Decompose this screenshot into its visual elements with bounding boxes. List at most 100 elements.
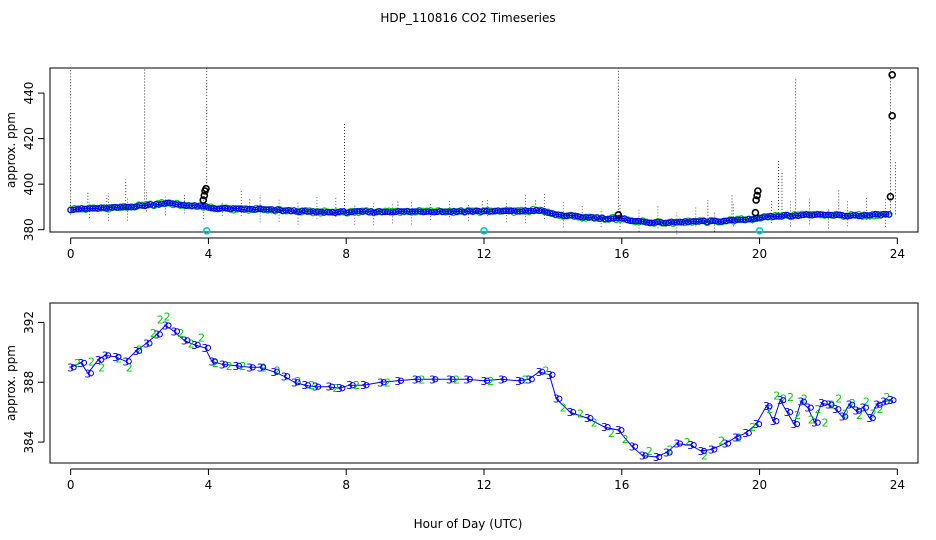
bottom-blue-point (397, 377, 404, 384)
bottom-blue-point (604, 424, 611, 431)
bottom-x-tick-label: 8 (342, 478, 350, 492)
bottom-blue-point (539, 368, 546, 375)
top-blue-point (571, 212, 579, 219)
top-blue-point (885, 211, 893, 218)
top-y-tick-label: 380 (22, 218, 36, 241)
bottom-blue-point (745, 429, 752, 437)
bottom-blue-point (222, 361, 229, 368)
top-black-outlier (754, 187, 762, 195)
bottom-blue-point (570, 409, 577, 416)
bottom-x-tick-label: 24 (890, 478, 905, 492)
bottom-blue-point (315, 383, 322, 390)
bottom-blue-point (80, 359, 88, 366)
bottom-green-point-label: 2 (453, 373, 460, 386)
bottom-blue-point (642, 452, 649, 459)
bottom-blue-point (518, 377, 525, 384)
chart-title: HDP_110816 CO2 Timeseries (380, 11, 555, 25)
bottom-green-point-label: 2 (701, 450, 708, 463)
top-y-axis-label: approx. ppm (4, 112, 18, 188)
bottom-green-point-label: 2 (684, 436, 691, 449)
top-x-tick-label: 20 (752, 247, 767, 261)
bottom-green-point-label: 2 (157, 313, 164, 326)
bottom-green-point-label: 2 (835, 393, 842, 406)
bottom-blue-point (807, 404, 814, 411)
top-blue-point (855, 212, 862, 220)
bottom-green-point-label: 2 (766, 403, 773, 416)
top-blue-point (883, 210, 890, 218)
bottom-blue-point (194, 341, 201, 348)
top-blue-point (274, 206, 281, 213)
top-blue-point (555, 211, 562, 218)
bottom-x-tick-label: 12 (476, 478, 491, 492)
bottom-green-point-label: 2 (419, 373, 426, 386)
bottom-blue-point (304, 382, 311, 389)
bottom-green-point-label: 2 (487, 375, 494, 388)
bottom-green-point-label: 2 (177, 327, 184, 340)
top-blue-point (546, 210, 554, 217)
bottom-green-point-label: 2 (88, 355, 95, 368)
top-x-tick-label: 0 (67, 247, 75, 261)
top-black-outlier (614, 211, 623, 219)
bottom-blue-point (432, 376, 439, 383)
bottom-blue-point (349, 382, 356, 389)
bottom-green-point-label: 2 (384, 376, 391, 389)
top-panel: approx. ppm 0 4 8 12 16 20 24 380 400 420 440 (4, 67, 919, 261)
top-y-tick-label: 420 (22, 127, 36, 150)
bottom-x-tick-label: 16 (614, 478, 629, 492)
top-y-tick-label: 400 (22, 173, 36, 196)
top-blue-point (130, 203, 138, 211)
top-black-outlier (752, 196, 760, 204)
bottom-blue-point (587, 415, 594, 422)
bottom-blue-point (821, 400, 828, 407)
bottom-blue-point (483, 377, 491, 384)
top-black-outlier (886, 192, 895, 201)
bottom-green-point-label: 2 (353, 379, 360, 392)
bottom-green-point-label: 2 (74, 357, 81, 370)
bottom-blue-point (87, 370, 94, 377)
top-blue-point (872, 210, 879, 218)
top-x-tick-label: 12 (476, 247, 491, 261)
bottom-blue-point (618, 427, 625, 434)
bottom-blue-point (211, 358, 218, 365)
top-black-outlier (888, 71, 896, 79)
bottom-green-point-label: 2 (295, 375, 302, 388)
bottom-blue-point (146, 340, 153, 347)
bottom-blue-point (204, 344, 212, 351)
bottom-green-point-label: 2 (773, 390, 780, 403)
bottom-x-tick-label: 0 (67, 478, 75, 492)
bottom-green-point-label: 2 (543, 364, 550, 377)
x-axis-label: Hour of Day (UTC) (414, 517, 523, 531)
bottom-green-point-label: 2 (239, 360, 246, 373)
bottom-y-tick-label: 388 (22, 371, 36, 394)
bottom-blue-point (501, 376, 508, 383)
top-cyan-outlier (755, 227, 764, 235)
bottom-green-point-label: 2 (849, 397, 856, 410)
bottom-green-point-label: 2 (308, 379, 315, 392)
top-blue-point (704, 218, 711, 226)
bottom-blue-point (380, 379, 387, 386)
bottom-blue-point (284, 373, 291, 380)
bottom-green-point-label: 2 (274, 364, 281, 377)
bottom-green-point-label: 2 (794, 409, 801, 422)
top-blue-point (370, 209, 377, 216)
bottom-blue-point (70, 364, 77, 371)
bottom-blue-point (235, 362, 243, 369)
bottom-green-point-label: 2 (787, 391, 794, 404)
bottom-blue-point (466, 376, 473, 383)
bottom-y-tick-label: 384 (22, 431, 36, 454)
bottom-blue-point (632, 443, 639, 450)
bottom-blue-point (363, 382, 370, 389)
bottom-blue-point (725, 440, 732, 447)
top-x-tick-label: 16 (614, 247, 629, 261)
bottom-green-point-label: 2 (877, 403, 884, 416)
top-y-tick-label: 440 (22, 82, 36, 105)
bottom-blue-point (656, 453, 663, 461)
bottom-blue-point (328, 383, 336, 390)
bottom-green-point-label: 2 (608, 427, 615, 440)
bottom-green-point-label: 2 (164, 310, 171, 323)
bottom-green-point-label: 2 (115, 352, 122, 365)
bottom-green-point-label: 2 (718, 435, 725, 448)
bottom-green-point-label: 2 (822, 417, 829, 430)
bottom-green-point-label: 2 (591, 417, 598, 430)
